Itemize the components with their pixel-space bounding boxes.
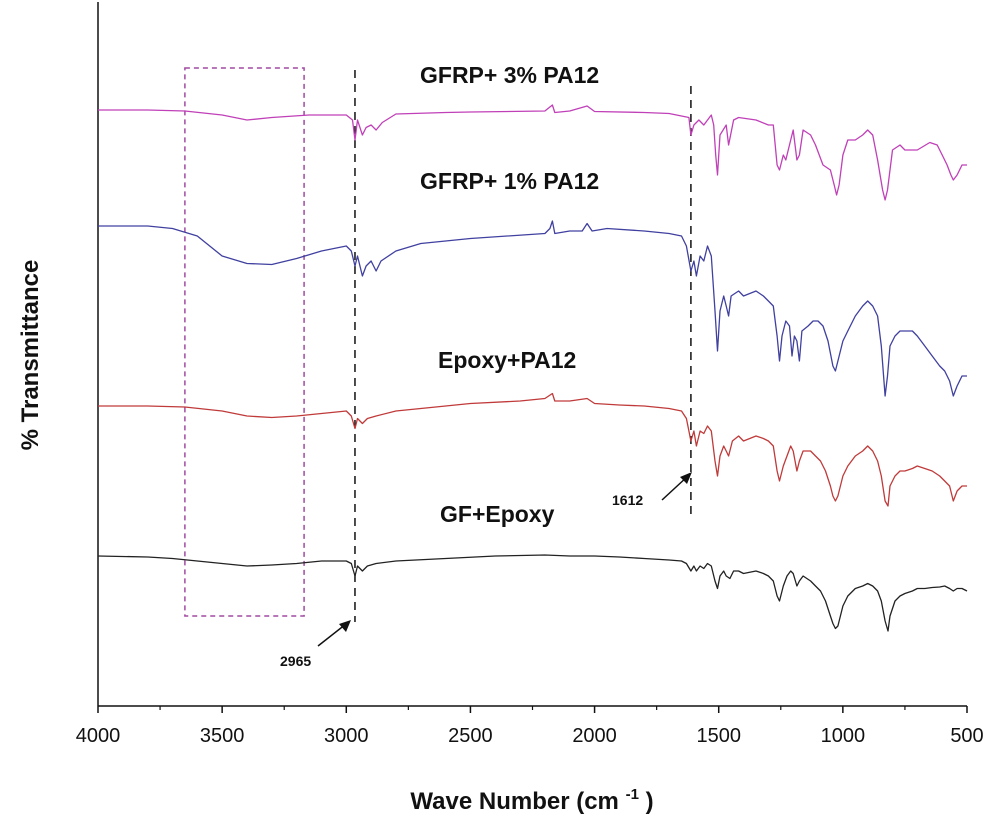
series-line-3 <box>97 554 968 632</box>
x-tick-label-2000: 2000 <box>572 725 617 747</box>
annotation-1612: 1612 <box>612 492 643 508</box>
x-tick-label-1500: 1500 <box>696 725 741 747</box>
highlight-box <box>184 67 305 617</box>
arrow-2965-head <box>339 620 351 632</box>
x-axis-title-exp: -1 <box>626 786 639 803</box>
x-tick-label-3000: 3000 <box>324 725 369 747</box>
series-label-epoxy-pa12: Epoxy+PA12 <box>438 347 576 373</box>
x-axis-title-unit: (cm <box>576 788 619 815</box>
x-tick-label-4000: 4000 <box>76 725 121 747</box>
series-group <box>97 104 968 632</box>
x-tick-label-2500: 2500 <box>448 725 493 747</box>
arrow-2965-shaft <box>317 623 347 647</box>
arrow-1612-head <box>680 472 692 484</box>
x-ticks: 4000 3500 3000 2500 2000 1500 1000 500 <box>76 706 984 747</box>
series-label-gfrp-1: GFRP+ 1% PA12 <box>420 168 599 194</box>
x-tick-label-1000: 1000 <box>821 725 866 747</box>
series-line-2 <box>98 392 967 507</box>
x-tick-label-3500: 3500 <box>200 725 245 747</box>
series-label-gf-epoxy: GF+Epoxy <box>440 501 555 527</box>
y-axis-title: % Transmittance <box>17 260 44 451</box>
annotation-2965: 2965 <box>280 653 311 669</box>
x-axis-title-close: ) <box>646 788 654 815</box>
series-line-0 <box>98 104 967 201</box>
x-axis-title-main: Wave Number <box>410 788 569 815</box>
x-axis-title: Wave Number (cm -1 ) <box>410 778 653 815</box>
series-label-gfrp-3: GFRP+ 3% PA12 <box>420 62 599 88</box>
series-line-1 <box>98 220 967 397</box>
x-tick-label-500: 500 <box>950 725 983 747</box>
